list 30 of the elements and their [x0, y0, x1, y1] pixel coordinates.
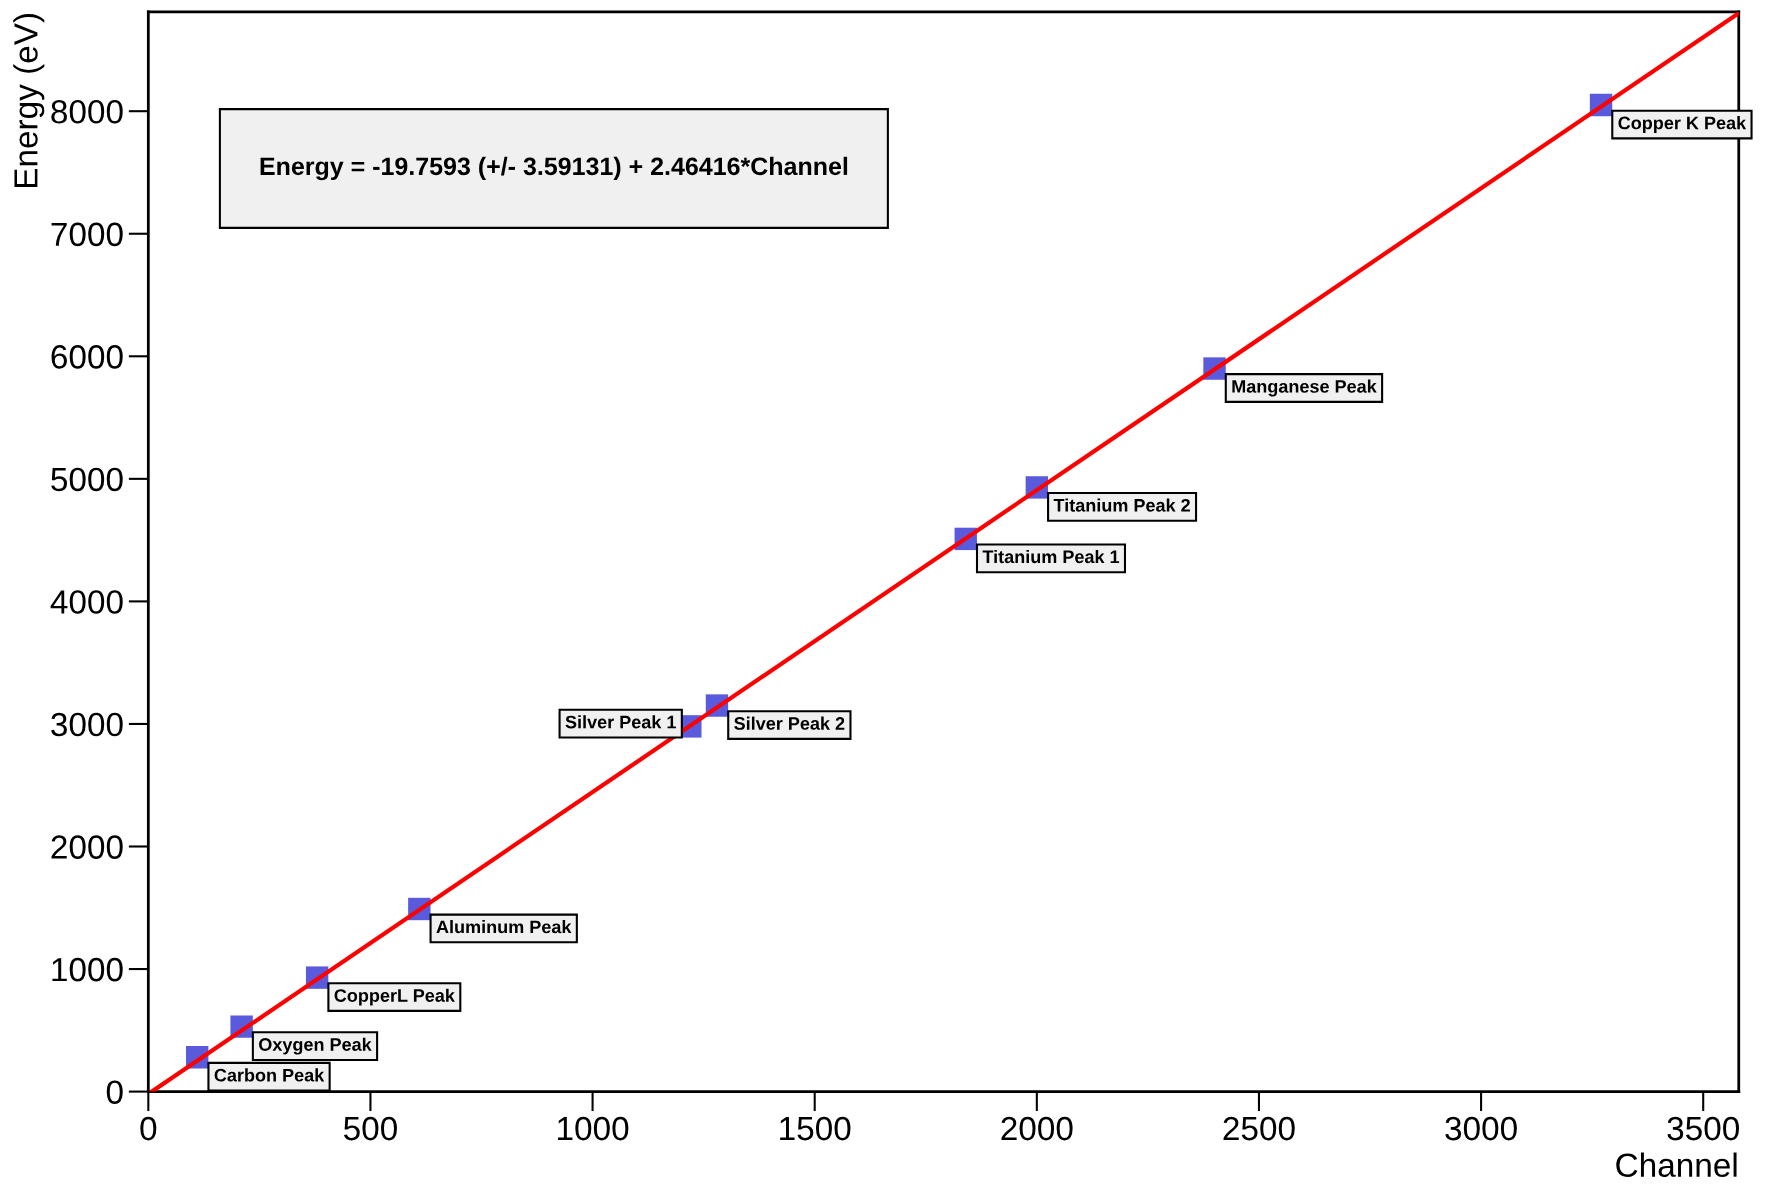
annotation: CopperL Peak [334, 988, 455, 1006]
annotation: Silver Peak 2 [734, 716, 845, 730]
x-tick-label: 500 [343, 1116, 397, 1141]
y-tick-label: 6000 [51, 345, 123, 369]
annotation: Copper K Peak [1618, 116, 1747, 133]
y-tick-label: 5000 [51, 467, 123, 492]
annotation: Titanium Peak 1 [982, 549, 1120, 564]
y-tick-label: 4000 [50, 590, 123, 614]
annotation: Aluminum Peak [436, 920, 572, 934]
annotation: Energy = -19.7593 (+/- 3.59131) + 2.46416*Channel [260, 156, 848, 181]
y-tick-label: 0 [106, 1080, 123, 1104]
annotation: Carbon Peak [214, 1068, 325, 1082]
y-tick-label: 7000 [51, 222, 123, 247]
x-tick-label: 3500 [1667, 1116, 1739, 1141]
annotation: Titanium Peak 2 [1053, 498, 1190, 512]
y-tick-label: 1000 [52, 957, 123, 982]
x-tick-label: 2500 [1223, 1116, 1295, 1141]
x-tick-label: 0 [140, 1116, 157, 1141]
y-tick-label: 2000 [51, 835, 123, 859]
y-tick-label: 8000 [51, 100, 123, 124]
x-tick-label: 1500 [780, 1116, 851, 1141]
x-tick-label: 3000 [1445, 1116, 1517, 1141]
annotation: Silver Peak 1 [565, 715, 676, 729]
x-tick-label: 2000 [1001, 1116, 1073, 1141]
x-tick-label: 1000 [558, 1116, 629, 1141]
y-tick-label: 3000 [51, 712, 123, 737]
x-axis-title: Channel [1616, 1152, 1737, 1178]
y-axis-title: Energy (eV) [13, 13, 45, 188]
annotation: Oxygen Peak [259, 1037, 372, 1055]
annotation: Manganese Peak [1232, 379, 1377, 397]
